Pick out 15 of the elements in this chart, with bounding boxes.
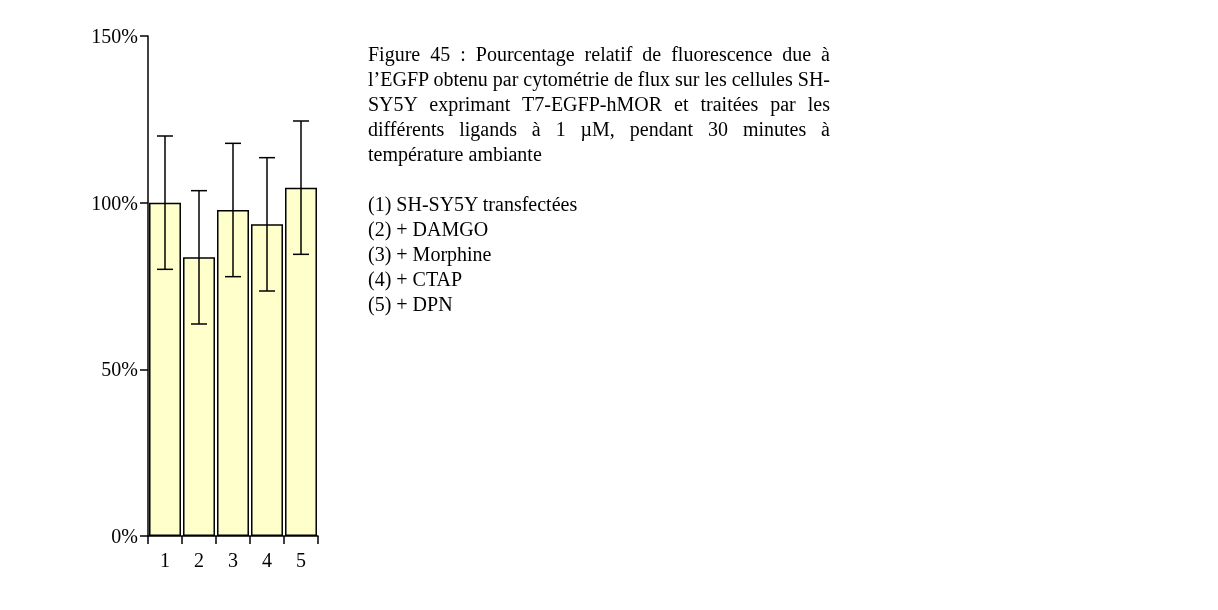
y-tick-label: 100%: [91, 191, 138, 214]
text: (5) + DPN: [368, 292, 454, 317]
x-tick-label: 1: [160, 549, 170, 571]
caption: Figure 45 : Pourcentage relatif de fluorescence due à l’EGFP obtenu par cytométrie de flux sur les cellules SH-SY5Y exprimant T7-EGFP-hMOR et traitées par les différents ligands à 1 µM, pendant 30 minutes à température ambiante: [368, 42, 830, 167]
text: (4) + CTAP: [368, 267, 464, 292]
y-tick-label: 150%: [91, 25, 138, 47]
text: (2) + DAMGO: [368, 217, 490, 242]
x-tick-label: 3: [228, 549, 238, 571]
text: (1) SH-SY5Y transfectées: [368, 192, 579, 217]
text: (3) + Morphine: [368, 242, 493, 267]
y-tick-label: 50%: [101, 358, 138, 381]
x-tick-label: 5: [296, 549, 306, 571]
y-tick-label: 0%: [111, 525, 138, 547]
x-tick-label: 2: [194, 549, 204, 571]
x-tick-label: 4: [262, 549, 272, 571]
